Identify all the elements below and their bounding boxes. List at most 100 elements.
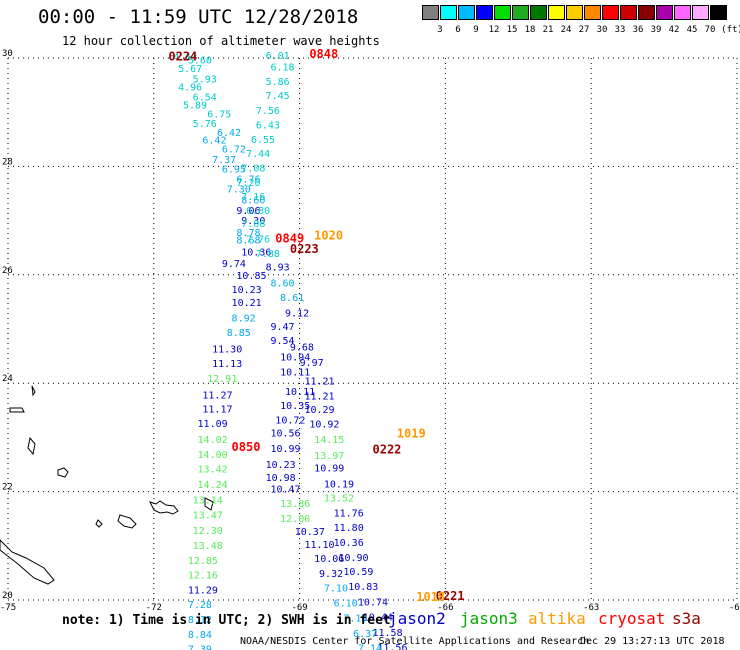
wave-height-value: 12.16: [188, 570, 218, 581]
legend-entry-altika: altika: [528, 609, 586, 628]
wave-height-value: 12.85: [188, 556, 218, 567]
wave-height-value: 10.23: [266, 460, 296, 471]
coastline: [57, 467, 69, 478]
chart-title: 00:00 - 11:59 UTC 12/28/2018: [38, 6, 359, 28]
color-scale-label: 27: [578, 25, 590, 35]
wave-height-value: 11.21: [304, 376, 334, 387]
color-scale-label: 30: [596, 25, 608, 35]
wave-height-value: 8.84: [188, 630, 212, 641]
legend-entry-jason3: jason3: [460, 609, 518, 628]
wave-height-value: 13.42: [198, 465, 228, 476]
color-scale-label: 39: [650, 25, 662, 35]
pass-time-label: 0849: [275, 231, 304, 245]
wave-height-value: 4.63: [173, 53, 197, 64]
wave-height-value: 7.30: [227, 184, 251, 195]
wave-height-value: 10.11: [285, 387, 315, 398]
color-scale-swatch: [602, 5, 619, 20]
wave-height-value: 10.36: [241, 247, 271, 258]
color-scale-label: 70: [704, 25, 716, 35]
color-scale-label: 24: [560, 25, 572, 35]
wave-height-value: 9.68: [290, 343, 314, 354]
pass-time-label: 1019: [397, 426, 426, 440]
wave-height-value: 13.97: [314, 451, 344, 462]
wave-height-value: 8.60: [270, 279, 294, 290]
wave-height-value: 12.91: [207, 374, 237, 385]
wave-height-value: 7.56: [256, 106, 280, 117]
wave-height-value: 10.29: [304, 405, 334, 416]
wave-height-value: 5.67: [178, 64, 202, 75]
wave-height-value: 11.56: [377, 643, 407, 650]
wave-height-value: 11.17: [202, 404, 232, 415]
wave-height-value: 10.92: [309, 420, 339, 431]
wave-height-value: 10.74: [358, 597, 388, 608]
wave-height-value: 5.76: [193, 119, 217, 130]
legend-entry-cryosat: cryosat: [598, 609, 666, 628]
y-tick-label: 22: [2, 483, 13, 493]
x-tick-label: -72: [146, 603, 162, 613]
wave-height-value: 8.61: [280, 293, 304, 304]
color-scale-swatch: [674, 5, 691, 20]
wave-height-value: 6.42: [217, 128, 241, 139]
wave-height-value: 10.90: [338, 553, 368, 564]
coastline: [0, 539, 55, 585]
wave-height-value: 6.43: [256, 120, 280, 131]
x-tick-label: -60: [729, 603, 740, 613]
wave-height-value: 11.09: [198, 419, 228, 430]
wave-height-value: 7.44: [246, 149, 270, 160]
x-tick-label: -69: [291, 603, 307, 613]
note-text: note: 1) Time is in UTC; 2) SWH is in fe…: [62, 613, 391, 628]
wave-height-value: 7.10: [343, 614, 367, 625]
wave-height-value: 10.37: [295, 527, 325, 538]
wave-height-value: 9.97: [300, 358, 324, 369]
wave-height-value: 11.21: [304, 391, 334, 402]
color-scale-label: 18: [524, 25, 536, 35]
wave-height-value: 4.96: [178, 83, 202, 94]
wave-height-value: 10.19: [324, 479, 354, 490]
legend-entry-jason2: jason2: [388, 609, 446, 628]
y-tick-label: 20: [2, 591, 13, 601]
wave-height-value: 11.13: [212, 359, 242, 370]
wave-height-value: 9.47: [270, 322, 294, 333]
color-scale-swatch: [692, 5, 709, 20]
wave-height-value: 14.02: [198, 435, 228, 446]
color-scale-label: 33: [614, 25, 626, 35]
color-scale-label: 21: [542, 25, 554, 35]
wave-height-value: 9.74: [222, 259, 246, 270]
coastline: [9, 407, 25, 413]
pass-time-label: 0222: [373, 443, 402, 457]
wave-height-value: 8.78: [236, 228, 260, 239]
coastline: [27, 436, 36, 456]
timestamp-text: Dec 29 13:27:13 UTC 2018: [580, 636, 725, 647]
wave-height-value: 10.47: [270, 485, 300, 496]
wave-height-value: 6.37: [353, 629, 377, 640]
wave-height-value: 10.94: [280, 352, 310, 363]
color-scale-unit: (ft): [721, 25, 740, 35]
wave-height-value: 9.54: [270, 336, 294, 347]
legend-entry-s3a: s3a: [672, 609, 701, 628]
wave-height-value: 7.28: [188, 600, 212, 611]
pass-time-label: 0224: [168, 50, 197, 64]
wave-height-value: 10.21: [232, 298, 262, 309]
coastline: [95, 519, 103, 528]
wave-height-value: 9.32: [319, 569, 343, 580]
wave-height-value: 11.80: [334, 523, 364, 534]
pass-time-label: 0223: [290, 242, 319, 256]
wave-height-value: 10.11: [280, 368, 310, 379]
credit-text: NOAA/NESDIS Center for Satellite Applica…: [240, 636, 590, 647]
wave-height-value: 6.54: [193, 92, 217, 103]
wave-height-value: 6.18: [270, 62, 294, 73]
wave-height-value: 6.75: [207, 110, 231, 121]
color-scale-swatch: [620, 5, 637, 20]
wave-height-value: 10.23: [232, 285, 262, 296]
wave-height-value: 13.52: [324, 493, 354, 504]
color-scale-swatch: [512, 5, 529, 20]
wave-height-value: 10.99: [270, 444, 300, 455]
wave-height-value: 10.06: [314, 554, 344, 565]
wave-height-value: 6.95: [222, 164, 246, 175]
color-scale-swatch: [476, 5, 493, 20]
wave-height-value: 12.30: [193, 526, 223, 537]
wave-height-value: 13.86: [280, 499, 310, 510]
wave-height-value: 10.98: [266, 473, 296, 484]
wave-height-value: 6.76: [236, 175, 260, 186]
